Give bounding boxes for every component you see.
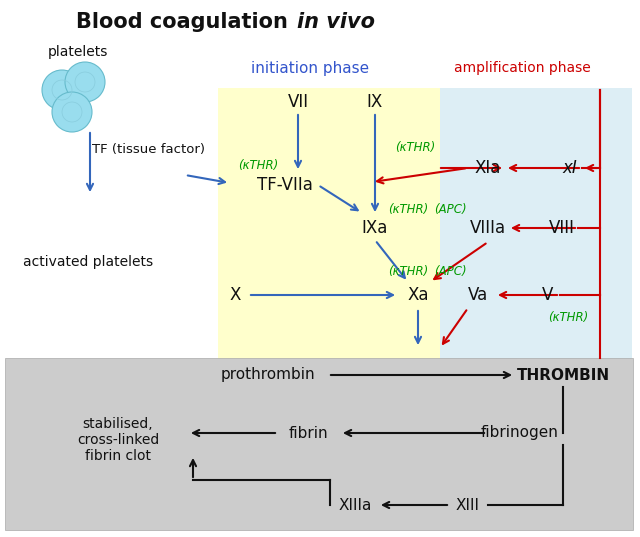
Bar <box>5 358 633 530</box>
Text: IX: IX <box>367 93 383 111</box>
Text: (APC): (APC) <box>434 204 467 216</box>
Text: fibrinogen: fibrinogen <box>481 425 559 440</box>
Text: IXa: IXa <box>362 219 388 237</box>
Circle shape <box>65 62 105 102</box>
Text: (κTHR): (κTHR) <box>548 311 588 324</box>
Text: in vivo: in vivo <box>297 12 375 32</box>
Circle shape <box>42 70 82 110</box>
Text: (APC): (APC) <box>434 265 467 279</box>
Text: prothrombin: prothrombin <box>221 367 316 382</box>
Text: amplification phase: amplification phase <box>454 61 590 75</box>
Text: XIIIa: XIIIa <box>339 497 372 512</box>
Text: Blood coagulation: Blood coagulation <box>76 12 295 32</box>
Text: initiation phase: initiation phase <box>251 61 369 76</box>
Text: X: X <box>229 286 241 304</box>
Text: VIII: VIII <box>549 219 575 237</box>
Bar <box>440 88 632 373</box>
Text: (κTHR): (κTHR) <box>388 204 428 216</box>
Text: Xa: Xa <box>407 286 429 304</box>
Text: (κTHR): (κTHR) <box>238 158 278 171</box>
Text: TF-VIIa: TF-VIIa <box>257 176 313 194</box>
Text: VIIIa: VIIIa <box>470 219 506 237</box>
Text: TF (tissue factor): TF (tissue factor) <box>92 143 205 156</box>
Text: fibrin: fibrin <box>288 425 328 440</box>
Text: THROMBIN: THROMBIN <box>516 367 609 382</box>
Text: activated platelets: activated platelets <box>23 255 153 269</box>
Text: (κTHR): (κTHR) <box>388 265 428 279</box>
Text: XIa: XIa <box>475 159 501 177</box>
Text: (κTHR): (κTHR) <box>395 142 435 155</box>
Text: xI: xI <box>563 159 577 177</box>
Text: XIII: XIII <box>456 497 480 512</box>
Text: platelets: platelets <box>48 45 108 59</box>
Text: Va: Va <box>468 286 488 304</box>
Text: V: V <box>542 286 554 304</box>
Text: stabilised,
cross-linked
fibrin clot: stabilised, cross-linked fibrin clot <box>77 417 159 463</box>
Circle shape <box>52 92 92 132</box>
Text: VII: VII <box>287 93 308 111</box>
Bar <box>218 88 440 373</box>
